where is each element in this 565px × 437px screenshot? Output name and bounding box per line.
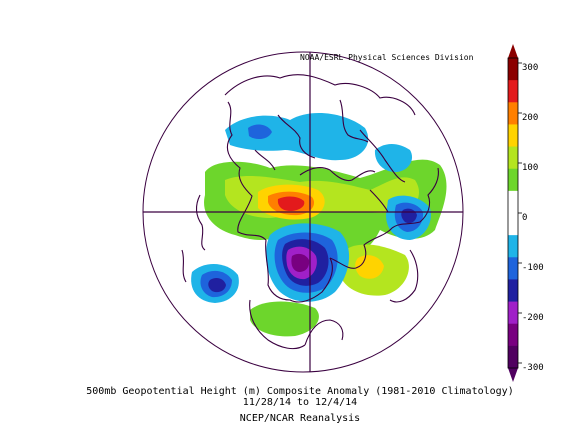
colorbar-segment: [508, 102, 518, 125]
credit-label: NOAA/ESRL Physical Sciences Division: [300, 53, 474, 62]
negative-anomaly-region-north-mid: [248, 124, 272, 140]
caption-source: NCEP/NCAR Reanalysis: [239, 413, 361, 424]
negative-anomaly-region-southwest-core: [208, 277, 226, 293]
colorbar-segment: [508, 301, 518, 325]
coastlines: [181, 74, 439, 350]
colorbar-label-0: 0: [522, 213, 528, 223]
colorbar-segment: [508, 323, 518, 347]
colorbar-segment: [508, 345, 518, 369]
colorbar-label-m100: -100: [522, 263, 544, 273]
colorbar: [507, 44, 522, 382]
colorbar-segment: [508, 235, 518, 258]
positive-anomaly-region-south: [250, 301, 319, 337]
colorbar-label-200: 200: [522, 113, 539, 123]
caption-title: 500mb Geopotential Height (m) Composite …: [86, 386, 514, 397]
colorbar-segment: [508, 124, 518, 148]
colorbar-segment: [508, 146, 518, 170]
negative-anomaly-trough-max: [291, 253, 310, 272]
colorbar-segment: [508, 58, 518, 81]
anomaly-fields: [191, 113, 447, 337]
negative-anomaly-region-northeast: [374, 144, 413, 172]
caption-dates: 11/28/14 to 12/4/14: [242, 397, 358, 408]
colorbar-label-m200: -200: [522, 313, 544, 323]
colorbar-bottom-arrow: [508, 368, 518, 382]
positive-anomaly-core-red: [277, 196, 305, 211]
colorbar-segment: [508, 279, 518, 303]
colorbar-label-300: 300: [522, 63, 539, 73]
positive-anomaly-region-east-inner: [355, 255, 384, 279]
colorbar-label-m300: -300: [522, 363, 544, 373]
colorbar-segment: [508, 213, 518, 236]
colorbar-segment: [508, 190, 518, 214]
colorbar-segment: [508, 80, 518, 103]
colorbar-segment: [508, 257, 518, 280]
colorbar-top-arrow: [508, 44, 518, 58]
colorbar-label-100: 100: [522, 163, 539, 173]
colorbar-segment: [508, 168, 518, 192]
